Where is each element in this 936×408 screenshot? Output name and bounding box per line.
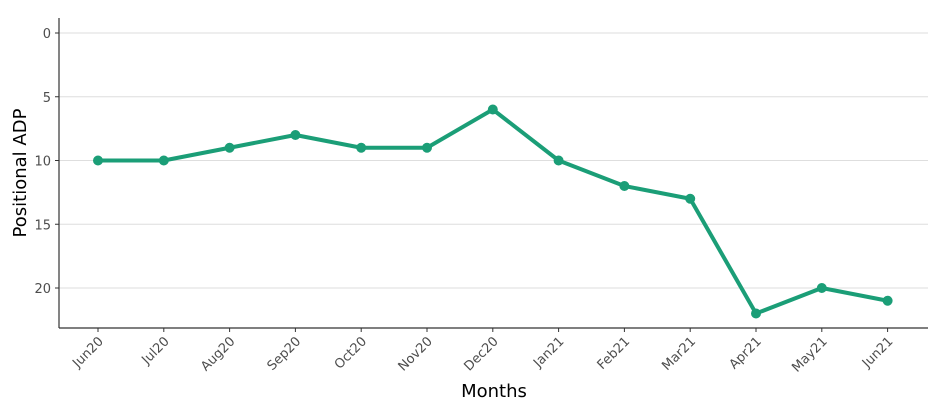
x-tick-label: Feb21 <box>595 334 634 373</box>
x-tick-label: Mar21 <box>659 334 699 374</box>
x-axis-title: Months <box>461 381 527 402</box>
x-tick-label: Jan21 <box>530 334 567 371</box>
data-point <box>356 142 367 153</box>
data-point <box>422 142 432 153</box>
x-tick-label: Jul20 <box>139 334 173 368</box>
x-tick-label: Nov20 <box>396 334 436 374</box>
x-tick-label: Apr21 <box>727 334 765 372</box>
y-axis-title: Positional ADP <box>10 108 31 237</box>
data-point <box>158 155 169 166</box>
y-axis-ticks: 0 5 10 15 20 <box>34 27 59 297</box>
data-point <box>882 295 893 306</box>
data-point <box>553 155 564 166</box>
series-layer <box>93 104 893 319</box>
x-axis-ticks: Jun20 Jul20 Aug20 Sep20 Oct20 Nov20 Dec20 Jan21… <box>69 328 896 376</box>
y-tick-label: 15 <box>34 218 51 233</box>
y-tick-label: 10 <box>34 155 51 170</box>
gridlines <box>59 32 928 289</box>
series-line <box>96 107 890 316</box>
x-tick-label: Dec20 <box>462 334 502 374</box>
data-point <box>751 308 761 319</box>
x-tick-label: May21 <box>789 334 830 375</box>
x-tick-label: Oct20 <box>332 334 370 372</box>
data-point <box>685 193 696 204</box>
y-tick-label: 5 <box>43 91 51 106</box>
x-tick-label: Jun20 <box>69 334 106 371</box>
y-tick-label: 20 <box>34 282 51 297</box>
y-tick-label: 0 <box>43 27 51 42</box>
data-point <box>224 142 235 153</box>
data-point <box>290 130 301 140</box>
x-tick-label: Jun21 <box>859 334 896 371</box>
data-point <box>816 283 827 293</box>
data-point <box>487 104 498 115</box>
data-point <box>619 181 630 191</box>
data-point <box>93 155 103 166</box>
x-tick-label: Aug20 <box>198 334 238 374</box>
x-tick-label: Sep20 <box>265 334 305 374</box>
